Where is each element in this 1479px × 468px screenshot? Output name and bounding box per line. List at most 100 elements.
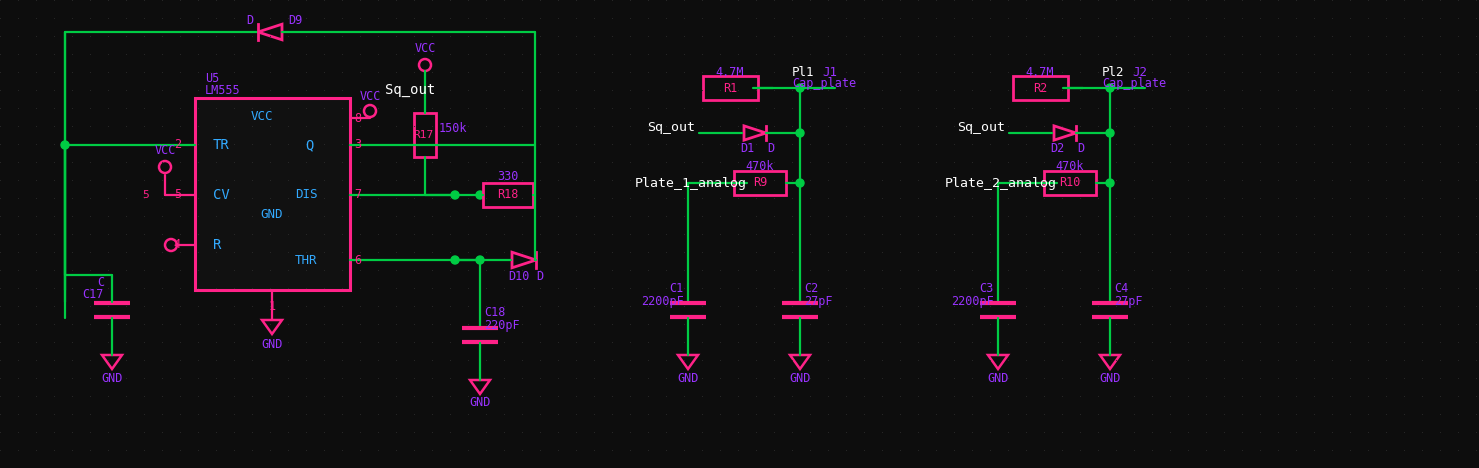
Text: J1: J1 bbox=[822, 66, 837, 79]
Circle shape bbox=[1106, 129, 1114, 137]
Text: Sq_out: Sq_out bbox=[646, 122, 695, 134]
Text: GND: GND bbox=[469, 396, 491, 410]
Text: 150k: 150k bbox=[439, 123, 467, 136]
Text: Cap_plate: Cap_plate bbox=[1102, 78, 1165, 90]
Polygon shape bbox=[102, 355, 121, 369]
Text: VCC: VCC bbox=[251, 110, 274, 123]
Circle shape bbox=[451, 191, 458, 199]
Polygon shape bbox=[1100, 355, 1120, 369]
Text: Sq_out: Sq_out bbox=[957, 122, 1006, 134]
Text: THR: THR bbox=[294, 254, 318, 266]
Bar bbox=[414, 113, 436, 157]
Text: R9: R9 bbox=[753, 176, 768, 190]
Text: C2: C2 bbox=[805, 281, 818, 294]
Text: Q: Q bbox=[305, 138, 314, 152]
Text: GND: GND bbox=[790, 372, 810, 385]
Text: C3: C3 bbox=[979, 281, 994, 294]
Text: C18: C18 bbox=[484, 307, 506, 320]
Text: 4.7M: 4.7M bbox=[716, 66, 744, 79]
Circle shape bbox=[476, 191, 484, 199]
Text: J2: J2 bbox=[1131, 66, 1148, 79]
Text: 5: 5 bbox=[175, 189, 180, 202]
Circle shape bbox=[1106, 84, 1114, 92]
Text: LM555: LM555 bbox=[206, 83, 241, 96]
Text: GND: GND bbox=[1099, 372, 1121, 385]
Text: C17: C17 bbox=[83, 287, 104, 300]
Circle shape bbox=[451, 256, 458, 264]
Text: 4: 4 bbox=[175, 239, 180, 251]
Bar bbox=[734, 171, 785, 195]
Text: TR: TR bbox=[213, 138, 229, 152]
Bar bbox=[703, 76, 757, 100]
Bar bbox=[1013, 76, 1068, 100]
Text: 5: 5 bbox=[142, 190, 149, 200]
Text: 6: 6 bbox=[353, 254, 361, 266]
Text: 470k: 470k bbox=[745, 160, 774, 173]
Text: D1: D1 bbox=[740, 141, 754, 154]
Text: 2: 2 bbox=[175, 139, 180, 152]
Text: C1: C1 bbox=[670, 281, 683, 294]
Polygon shape bbox=[1055, 126, 1077, 140]
Text: DIS: DIS bbox=[294, 189, 318, 202]
Polygon shape bbox=[257, 24, 282, 40]
Text: D9: D9 bbox=[288, 14, 302, 27]
Circle shape bbox=[796, 179, 805, 187]
Text: 7: 7 bbox=[353, 189, 361, 202]
Polygon shape bbox=[790, 355, 810, 369]
Text: D: D bbox=[247, 14, 253, 27]
Circle shape bbox=[796, 84, 805, 92]
Text: U5: U5 bbox=[206, 72, 219, 85]
Text: Plate_1_analog: Plate_1_analog bbox=[634, 176, 747, 190]
Text: GND: GND bbox=[260, 207, 284, 220]
Text: D: D bbox=[535, 270, 543, 283]
Bar bbox=[195, 98, 351, 290]
Polygon shape bbox=[512, 252, 535, 268]
Text: R2: R2 bbox=[1032, 81, 1047, 95]
Text: 2200pF: 2200pF bbox=[642, 294, 683, 307]
Text: D: D bbox=[768, 141, 774, 154]
Text: Cap_plate: Cap_plate bbox=[791, 78, 856, 90]
Text: 1: 1 bbox=[268, 300, 275, 313]
Polygon shape bbox=[262, 320, 282, 334]
Text: 220pF: 220pF bbox=[484, 320, 519, 332]
Circle shape bbox=[476, 256, 484, 264]
Text: VCC: VCC bbox=[154, 145, 176, 158]
Text: GND: GND bbox=[102, 372, 123, 385]
Text: R18: R18 bbox=[497, 189, 519, 202]
Text: 27pF: 27pF bbox=[805, 294, 833, 307]
Bar bbox=[484, 183, 532, 207]
Text: VCC: VCC bbox=[414, 43, 436, 56]
Circle shape bbox=[1106, 179, 1114, 187]
Text: Plate_2_analog: Plate_2_analog bbox=[945, 176, 1057, 190]
Text: 330: 330 bbox=[497, 170, 519, 183]
Circle shape bbox=[61, 141, 70, 149]
Text: R17: R17 bbox=[413, 130, 433, 140]
Text: 2200pF: 2200pF bbox=[951, 294, 994, 307]
Text: C4: C4 bbox=[1114, 281, 1128, 294]
Polygon shape bbox=[988, 355, 1009, 369]
Text: 3: 3 bbox=[353, 139, 361, 152]
Text: R: R bbox=[213, 238, 222, 252]
Text: GND: GND bbox=[262, 338, 282, 351]
Text: D: D bbox=[1077, 141, 1084, 154]
Text: GND: GND bbox=[677, 372, 698, 385]
Text: R1: R1 bbox=[723, 81, 737, 95]
Text: GND: GND bbox=[988, 372, 1009, 385]
Text: Sq_out: Sq_out bbox=[385, 83, 435, 97]
Circle shape bbox=[796, 129, 805, 137]
Text: VCC: VCC bbox=[359, 89, 380, 102]
Text: 470k: 470k bbox=[1056, 160, 1084, 173]
Text: CV: CV bbox=[213, 188, 229, 202]
Polygon shape bbox=[677, 355, 698, 369]
Text: C: C bbox=[98, 276, 104, 288]
Bar bbox=[1044, 171, 1096, 195]
Text: Pl2: Pl2 bbox=[1102, 66, 1124, 79]
Text: D2: D2 bbox=[1050, 141, 1065, 154]
Text: 4.7M: 4.7M bbox=[1026, 66, 1055, 79]
Polygon shape bbox=[744, 126, 766, 140]
Text: Pl1: Pl1 bbox=[791, 66, 815, 79]
Text: 27pF: 27pF bbox=[1114, 294, 1142, 307]
Text: R10: R10 bbox=[1059, 176, 1081, 190]
Text: D10: D10 bbox=[507, 270, 529, 283]
Polygon shape bbox=[470, 380, 490, 394]
